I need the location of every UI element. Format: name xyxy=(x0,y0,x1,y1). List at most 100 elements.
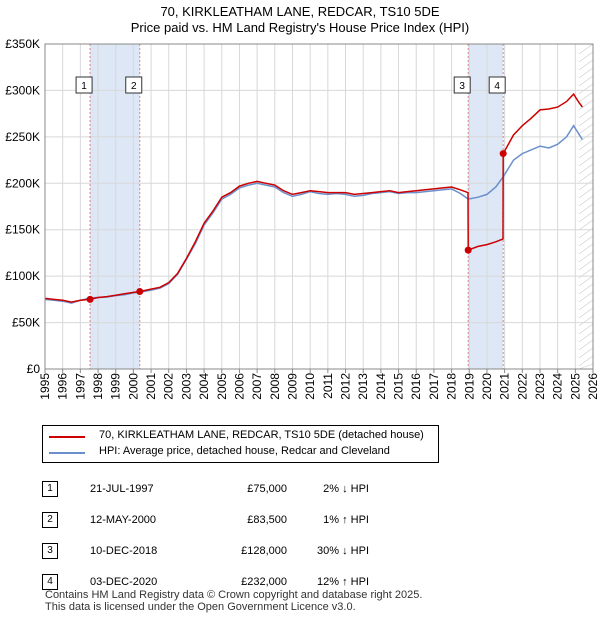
x-tick-label: 2016 xyxy=(409,373,423,400)
x-tick-label: 1995 xyxy=(38,373,52,400)
price-chart: 1 2 3 4 £0 £50K £100K £150K £200K £250K £300K £350K… xyxy=(5,37,600,400)
forecast-hatch-line xyxy=(578,99,594,111)
x-tick-label: 2002 xyxy=(162,373,176,400)
x-tick-label: 2024 xyxy=(551,373,565,400)
marker-box-2 xyxy=(125,76,143,94)
footer-copyright: Contains HM Land Registry data © Crown c… xyxy=(45,589,423,601)
forecast-hatch-line xyxy=(578,315,594,327)
forecast-hatch-line xyxy=(578,171,594,183)
forecast-hatch-line xyxy=(578,291,594,303)
forecast-hatch-line xyxy=(578,83,594,95)
x-tick-label: 2011 xyxy=(321,373,335,399)
x-tick-label: 2013 xyxy=(356,373,370,400)
y-tick-label: £50K xyxy=(12,316,40,330)
forecast-hatch-line xyxy=(578,275,594,287)
x-tick-label: 2023 xyxy=(533,373,547,400)
forecast-hatch-line xyxy=(578,155,594,167)
transaction-date: 10-DEC-2018 xyxy=(90,544,158,557)
x-tick-label: 1998 xyxy=(91,373,105,400)
transaction-price: £232,000 xyxy=(241,575,287,588)
marker-label-3: 3 xyxy=(459,81,465,92)
transaction-hpi-diff: 12% ↑ HPI xyxy=(317,575,369,588)
transaction-number-badge: 2 xyxy=(42,511,58,528)
transaction-number-badge: 4 xyxy=(42,573,58,590)
x-tick-label: 2007 xyxy=(250,373,264,400)
marker-box-4 xyxy=(488,76,506,94)
x-tick-label: 2009 xyxy=(285,373,299,400)
x-tick-label: 2012 xyxy=(339,373,353,400)
table-row: 2 12-MAY-2000 £83,500 1% ↑ HPI xyxy=(42,504,369,535)
y-tick-label: £100K xyxy=(5,269,40,283)
forecast-hatch-line xyxy=(578,211,594,223)
chart-title: 70, KIRKLEATHAM LANE, REDCAR, TS10 5DE xyxy=(160,4,440,19)
x-tick-label: 2025 xyxy=(568,373,582,400)
x-tick-label: 2010 xyxy=(303,373,317,400)
footer: Contains HM Land Registry data © Crown c… xyxy=(45,589,422,613)
forecast-hatch-line xyxy=(578,163,594,175)
legend-swatch-hpi xyxy=(49,452,85,454)
table-row: 4 03-DEC-2020 £232,000 12% ↑ HPI xyxy=(42,566,369,597)
forecast-hatch-line xyxy=(578,179,594,191)
marker-box-3 xyxy=(453,76,471,94)
x-tick-label: 2006 xyxy=(232,373,246,400)
x-tick-label: 2008 xyxy=(268,373,282,400)
x-tick-label: 2003 xyxy=(179,373,193,400)
x-tick-label: 2015 xyxy=(392,373,406,400)
sale-point-2 xyxy=(136,287,144,295)
forecast-hatch-line xyxy=(578,331,594,343)
transaction-date: 12-MAY-2000 xyxy=(90,513,157,526)
forecast-hatch-line xyxy=(578,323,594,335)
transaction-number-badge: 1 xyxy=(42,480,58,497)
y-tick-label: £0 xyxy=(27,362,41,376)
sale-point-4 xyxy=(499,150,507,158)
forecast-hatch-line xyxy=(578,347,594,359)
forecast-hatch-line xyxy=(578,235,594,247)
forecast-hatch-line xyxy=(578,115,594,127)
transaction-hpi-diff: 2% ↓ HPI xyxy=(323,482,369,495)
forecast-hatch-line xyxy=(578,339,594,351)
x-tick-label: 2001 xyxy=(144,373,158,400)
y-tick-label: £150K xyxy=(5,223,40,237)
x-tick-label: 2017 xyxy=(427,373,441,400)
x-tick-label: 2019 xyxy=(462,373,476,400)
transaction-number-badge: 3 xyxy=(42,542,58,559)
transactions-table: 1 21-JUL-1997 £75,000 2% ↓ HPI 2 12-MAY-… xyxy=(42,473,369,597)
x-tick-label: 2004 xyxy=(197,373,211,400)
forecast-hatch-line xyxy=(578,243,594,255)
x-tick-label: 2000 xyxy=(126,373,140,400)
forecast-hatch-line xyxy=(578,187,594,199)
transaction-hpi-diff: 30% ↓ HPI xyxy=(317,544,369,557)
forecast-hatch-line xyxy=(578,307,594,319)
y-tick-label: £350K xyxy=(5,37,40,51)
forecast-hatch-line xyxy=(578,75,594,87)
marker-label-4: 4 xyxy=(494,81,500,92)
transaction-hpi-diff: 1% ↑ HPI xyxy=(323,513,369,526)
transaction-price: £83,500 xyxy=(247,513,287,526)
transaction-date: 21-JUL-1997 xyxy=(90,482,154,495)
marker-label-2: 2 xyxy=(131,81,137,92)
table-row: 1 21-JUL-1997 £75,000 2% ↓ HPI xyxy=(42,473,369,504)
x-tick-label: 2022 xyxy=(515,373,529,400)
x-tick-label: 1996 xyxy=(56,373,70,400)
legend-label-property: 70, KIRKLEATHAM LANE, REDCAR, TS10 5DE (… xyxy=(99,429,424,441)
x-tick-label: 2021 xyxy=(498,373,512,400)
y-tick-label: £300K xyxy=(5,83,40,97)
forecast-hatch-line xyxy=(578,219,594,231)
forecast-hatch-line xyxy=(578,195,594,207)
x-tick-label: 2018 xyxy=(445,373,459,400)
forecast-hatch-line xyxy=(578,107,594,119)
forecast-hatch-line xyxy=(578,363,594,370)
table-row: 3 10-DEC-2018 £128,000 30% ↓ HPI xyxy=(42,535,369,566)
sale-point-3 xyxy=(464,246,472,254)
x-tick-label: 1997 xyxy=(73,373,87,400)
forecast-hatch-line xyxy=(578,123,594,135)
x-tick-label: 1999 xyxy=(109,373,123,400)
legend: 70, KIRKLEATHAM LANE, REDCAR, TS10 5DE (… xyxy=(42,425,439,463)
marker-box-1 xyxy=(75,76,93,94)
forecast-hatch-line xyxy=(578,299,594,311)
forecast-hatch-line xyxy=(578,51,594,63)
transaction-date: 03-DEC-2020 xyxy=(90,575,158,588)
forecast-hatch-line xyxy=(578,147,594,159)
transaction-price: £128,000 xyxy=(241,544,287,557)
forecast-hatch-line xyxy=(578,43,594,55)
